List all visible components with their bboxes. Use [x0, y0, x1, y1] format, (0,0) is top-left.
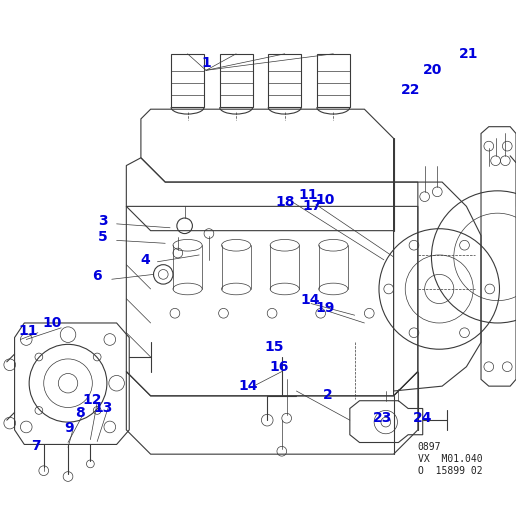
Text: 14: 14 [300, 293, 320, 307]
Text: O  15899 02: O 15899 02 [418, 466, 482, 476]
Text: 10: 10 [316, 193, 335, 206]
Text: 23: 23 [373, 411, 393, 425]
Text: 1: 1 [201, 56, 211, 69]
Text: 9: 9 [64, 421, 74, 435]
Text: 24: 24 [413, 411, 432, 425]
Text: 8: 8 [75, 406, 85, 420]
Text: 17: 17 [302, 199, 321, 213]
Text: 11: 11 [298, 188, 318, 202]
Text: 6: 6 [92, 269, 102, 283]
Text: 19: 19 [316, 301, 335, 315]
Text: 16: 16 [269, 359, 288, 374]
Text: 4: 4 [140, 253, 150, 267]
Text: 18: 18 [275, 195, 295, 208]
Text: 7: 7 [31, 440, 41, 453]
Text: 2: 2 [322, 388, 332, 402]
Text: 0897: 0897 [418, 443, 441, 452]
Text: 12: 12 [83, 393, 102, 407]
Text: 10: 10 [43, 316, 62, 330]
Text: VX  M01.040: VX M01.040 [418, 454, 482, 464]
Text: 21: 21 [459, 47, 478, 61]
Text: 15: 15 [264, 340, 284, 354]
Text: 14: 14 [238, 379, 257, 393]
Text: 3: 3 [98, 214, 108, 228]
Text: 20: 20 [423, 63, 442, 78]
Text: 5: 5 [98, 231, 108, 244]
Text: 13: 13 [93, 401, 112, 415]
Text: 11: 11 [19, 324, 38, 338]
Text: 22: 22 [401, 83, 421, 97]
